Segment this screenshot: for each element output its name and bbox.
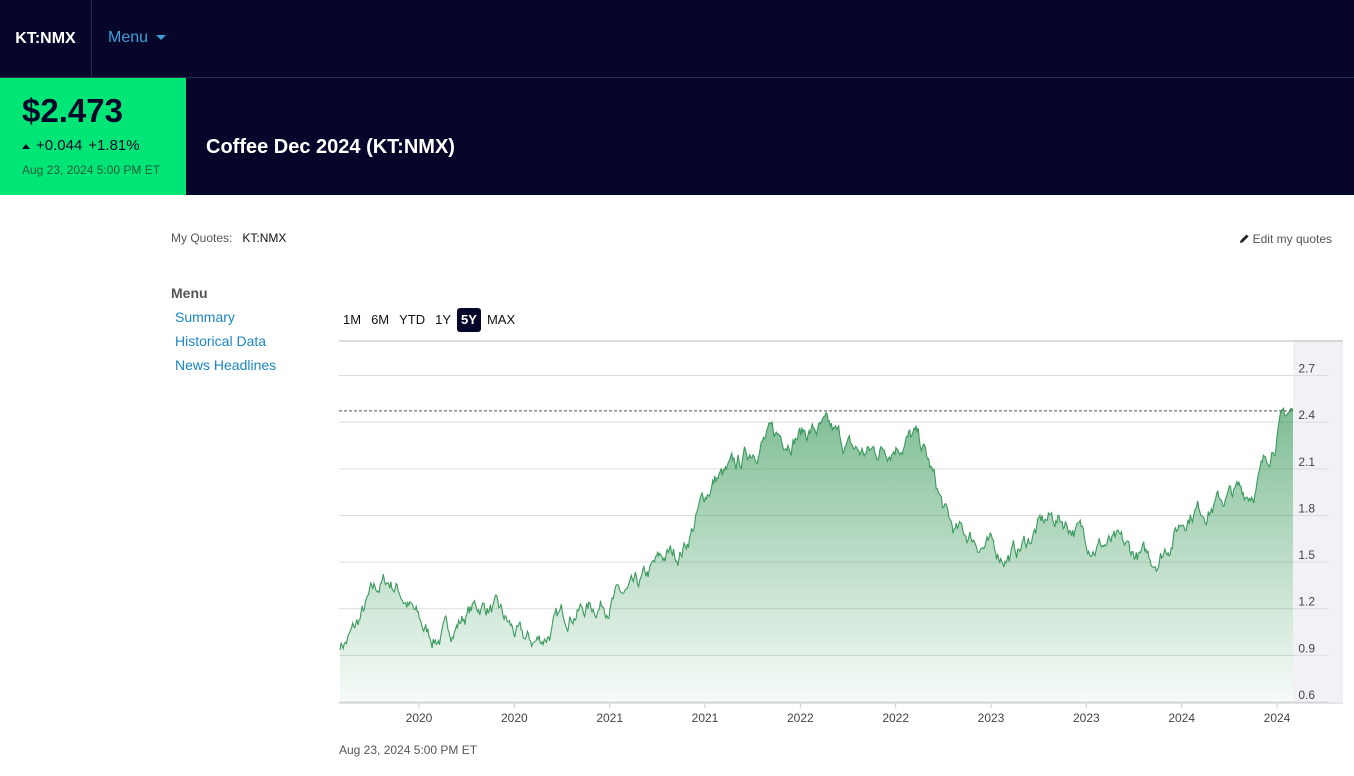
side-menu: Menu Summary Historical Data News Headli… — [171, 285, 276, 379]
price-change: +0.044 +1.81% — [22, 137, 146, 154]
last-price: $2.473 — [22, 92, 123, 129]
price-chart-svg: 0.6 0.9 1.2 1.5 1.8 2.1 2.4 2.7 2020 2020 2021 2021… — [339, 340, 1343, 725]
range-selector: 1M 6M YTD 1Y 5Y MAX — [339, 308, 521, 332]
edit-quotes-link[interactable]: Edit my quotes — [1239, 232, 1332, 246]
y-tick-label: 1.5 — [1298, 548, 1315, 562]
range-max-button[interactable]: MAX — [486, 312, 516, 327]
range-5y-button[interactable]: 5Y — [457, 308, 481, 332]
up-arrow-icon — [22, 143, 30, 149]
menu-dropdown-button[interactable]: Menu — [108, 0, 167, 77]
y-tick-label: 1.8 — [1298, 501, 1315, 515]
y-tick-label: 2.7 — [1298, 362, 1315, 376]
x-tick-label: 2024 — [1264, 711, 1291, 725]
side-menu-title: Menu — [171, 285, 208, 301]
menu-dropdown-label: Menu — [108, 29, 149, 46]
price-box: $2.473 +0.044 +1.81% Aug 23, 2024 5:00 PM… — [0, 78, 186, 195]
y-tick-label: 0.9 — [1298, 641, 1315, 655]
edit-quotes-label: Edit my quotes — [1252, 232, 1332, 246]
x-tick-label: 2023 — [978, 711, 1005, 725]
quote-header: $2.473 +0.044 +1.81% Aug 23, 2024 5:00 PM… — [0, 78, 1354, 195]
my-quotes-label: My Quotes: — [171, 231, 233, 245]
price-line — [339, 406, 1294, 651]
side-menu-item-historical-data[interactable]: Historical Data — [175, 333, 267, 349]
brand-logo[interactable]: KT:NMX — [0, 0, 92, 77]
y-tick-label: 1.2 — [1298, 595, 1315, 609]
side-menu-item-summary[interactable]: Summary — [175, 309, 235, 325]
y-tick-label: 2.4 — [1298, 408, 1315, 422]
x-tick-label: 2023 — [1073, 711, 1100, 725]
x-tick-label: 2021 — [596, 711, 623, 725]
range-ytd-button[interactable]: YTD — [399, 312, 426, 327]
x-tick-label: 2020 — [501, 711, 528, 725]
side-menu-item-news-headlines[interactable]: News Headlines — [175, 357, 277, 373]
page-title: Coffee Dec 2024 (KT:NMX) — [206, 136, 455, 158]
top-navbar: KT:NMX Menu — [0, 0, 1354, 78]
change-percent: +1.81% — [88, 137, 140, 154]
range-1y-button[interactable]: 1Y — [435, 312, 452, 327]
y-tick-label: 0.6 — [1298, 688, 1315, 702]
y-tick-label: 2.1 — [1298, 455, 1315, 469]
my-quotes-ticker[interactable]: KT:NMX — [242, 231, 287, 245]
x-tick-label: 2022 — [882, 711, 909, 725]
price-timestamp: Aug 23, 2024 5:00 PM ET — [22, 163, 161, 177]
price-area — [340, 408, 1293, 702]
x-tick-label: 2021 — [692, 711, 719, 725]
y-axis-band — [1293, 340, 1343, 702]
x-tick-label: 2024 — [1168, 711, 1195, 725]
range-1m-button[interactable]: 1M — [343, 312, 362, 327]
my-quotes-bar: My Quotes: KT:NMX — [171, 231, 286, 245]
x-tick-label: 2020 — [406, 711, 433, 725]
pencil-icon — [1239, 234, 1249, 243]
change-value: +0.044 — [36, 137, 83, 154]
chevron-down-icon — [156, 35, 167, 41]
x-tick-label: 2022 — [787, 711, 814, 725]
price-chart[interactable]: 0.6 0.9 1.2 1.5 1.8 2.1 2.4 2.7 2020 2020 2021 2021… — [339, 340, 1343, 740]
chart-timestamp: Aug 23, 2024 5:00 PM ET — [339, 743, 478, 757]
range-6m-button[interactable]: 6M — [371, 312, 390, 327]
